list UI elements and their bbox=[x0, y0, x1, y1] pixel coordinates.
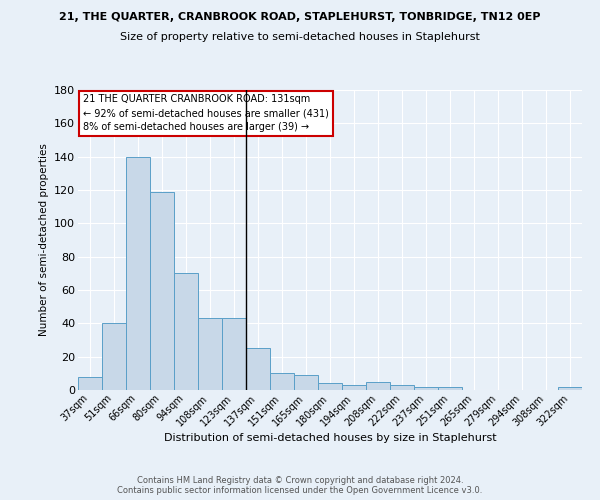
Bar bbox=[270, 374, 294, 390]
Bar bbox=[366, 382, 390, 390]
Bar bbox=[438, 386, 462, 390]
Bar bbox=[174, 274, 198, 390]
Text: Contains HM Land Registry data © Crown copyright and database right 2024.
Contai: Contains HM Land Registry data © Crown c… bbox=[118, 476, 482, 495]
Bar bbox=[294, 375, 318, 390]
Bar bbox=[246, 348, 270, 390]
Text: 21, THE QUARTER, CRANBROOK ROAD, STAPLEHURST, TONBRIDGE, TN12 0EP: 21, THE QUARTER, CRANBROOK ROAD, STAPLEH… bbox=[59, 12, 541, 22]
Bar bbox=[222, 318, 246, 390]
Bar bbox=[318, 384, 342, 390]
Bar bbox=[102, 324, 126, 390]
Bar bbox=[126, 156, 150, 390]
Bar bbox=[78, 376, 102, 390]
Y-axis label: Number of semi-detached properties: Number of semi-detached properties bbox=[38, 144, 49, 336]
Bar bbox=[414, 386, 438, 390]
Text: 21 THE QUARTER CRANBROOK ROAD: 131sqm
← 92% of semi-detached houses are smaller : 21 THE QUARTER CRANBROOK ROAD: 131sqm ← … bbox=[83, 94, 329, 132]
Bar bbox=[558, 386, 582, 390]
Bar bbox=[342, 385, 366, 390]
Bar bbox=[150, 192, 174, 390]
Text: Size of property relative to semi-detached houses in Staplehurst: Size of property relative to semi-detach… bbox=[120, 32, 480, 42]
X-axis label: Distribution of semi-detached houses by size in Staplehurst: Distribution of semi-detached houses by … bbox=[164, 434, 496, 444]
Bar bbox=[198, 318, 222, 390]
Bar bbox=[390, 385, 414, 390]
